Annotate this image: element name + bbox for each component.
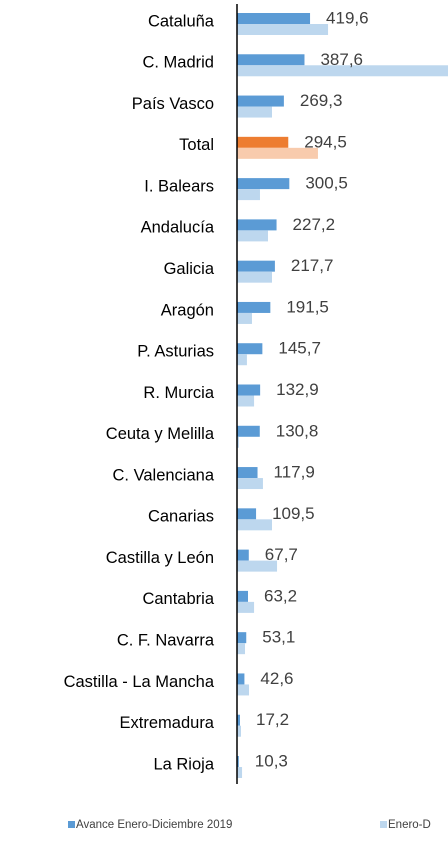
bar bbox=[237, 54, 305, 66]
category-label: Castilla - La Mancha bbox=[64, 673, 215, 691]
value-label: 191,5 bbox=[286, 297, 329, 316]
value-label: 53,1 bbox=[262, 628, 295, 647]
category-label: Cantabria bbox=[142, 590, 214, 608]
value-label: 227,2 bbox=[293, 215, 336, 234]
bar bbox=[237, 260, 275, 272]
value-label: 269,3 bbox=[300, 91, 343, 110]
value-label: 130,8 bbox=[276, 421, 319, 440]
bar bbox=[237, 549, 249, 561]
bar bbox=[237, 147, 318, 159]
bar bbox=[237, 230, 268, 242]
bar bbox=[237, 312, 252, 324]
bar bbox=[237, 95, 284, 107]
category-label: Castilla y León bbox=[106, 549, 214, 567]
bar bbox=[237, 714, 240, 726]
legend-label: Avance Enero-Diciembre 2019 bbox=[76, 819, 232, 831]
legend-swatch bbox=[380, 821, 387, 828]
bar bbox=[237, 395, 255, 407]
bar bbox=[237, 436, 239, 448]
bar bbox=[237, 136, 289, 148]
value-label: 132,9 bbox=[276, 380, 319, 399]
category-label: Galicia bbox=[164, 260, 215, 278]
category-label: Total bbox=[179, 136, 214, 154]
value-label: 17,2 bbox=[256, 710, 289, 729]
category-label: C. F. Navarra bbox=[117, 632, 215, 650]
value-label: 419,6 bbox=[326, 8, 369, 27]
bar bbox=[237, 425, 260, 437]
bar bbox=[237, 756, 239, 767]
value-label: 67,7 bbox=[265, 545, 298, 564]
bar bbox=[237, 590, 249, 602]
category-label: I. Balears bbox=[144, 177, 214, 195]
value-label: 145,7 bbox=[278, 339, 321, 358]
bar bbox=[237, 24, 329, 35]
bar bbox=[237, 189, 260, 201]
value-label: 63,2 bbox=[264, 586, 297, 605]
value-label: 109,5 bbox=[272, 504, 315, 523]
category-label: Ceuta y Melilla bbox=[106, 425, 215, 443]
bar bbox=[237, 684, 250, 696]
category-label: Canarias bbox=[148, 508, 214, 526]
value-label: 300,5 bbox=[305, 174, 348, 193]
bar bbox=[237, 271, 272, 283]
bar bbox=[237, 354, 247, 366]
bar bbox=[237, 560, 278, 572]
category-label: C. Madrid bbox=[142, 54, 214, 72]
value-label: 217,7 bbox=[291, 256, 334, 275]
legend-swatch bbox=[68, 821, 75, 828]
bar bbox=[237, 106, 272, 118]
category-label: Cataluña bbox=[148, 12, 215, 30]
bar bbox=[237, 601, 255, 613]
bar bbox=[237, 13, 311, 24]
value-label: 42,6 bbox=[260, 669, 293, 688]
bar bbox=[237, 673, 245, 685]
bar bbox=[237, 219, 277, 231]
bar bbox=[237, 467, 258, 479]
bar bbox=[237, 508, 257, 520]
bar bbox=[237, 725, 242, 737]
value-label: 117,9 bbox=[274, 463, 315, 482]
category-label: La Rioja bbox=[153, 755, 214, 773]
bar bbox=[237, 65, 448, 77]
category-label: País Vasco bbox=[132, 95, 214, 113]
value-label: 10,3 bbox=[255, 751, 288, 770]
bar bbox=[237, 178, 290, 190]
bar bbox=[237, 643, 246, 655]
category-label: Extremadura bbox=[120, 714, 215, 732]
category-label: P. Asturias bbox=[137, 343, 214, 361]
category-label: Andalucía bbox=[141, 219, 215, 237]
bar bbox=[237, 519, 272, 531]
bar bbox=[237, 478, 263, 490]
bar bbox=[237, 767, 243, 778]
value-label: 387,6 bbox=[320, 50, 363, 69]
category-label: C. Valenciana bbox=[112, 466, 214, 484]
category-label: Aragón bbox=[161, 301, 214, 319]
value-label: 294,5 bbox=[304, 132, 347, 151]
category-label: R. Murcia bbox=[143, 384, 214, 402]
bar bbox=[237, 384, 261, 396]
legend-label: Enero-D bbox=[388, 819, 431, 831]
bar bbox=[237, 632, 247, 644]
bar bbox=[237, 343, 263, 355]
bar bbox=[237, 301, 271, 313]
